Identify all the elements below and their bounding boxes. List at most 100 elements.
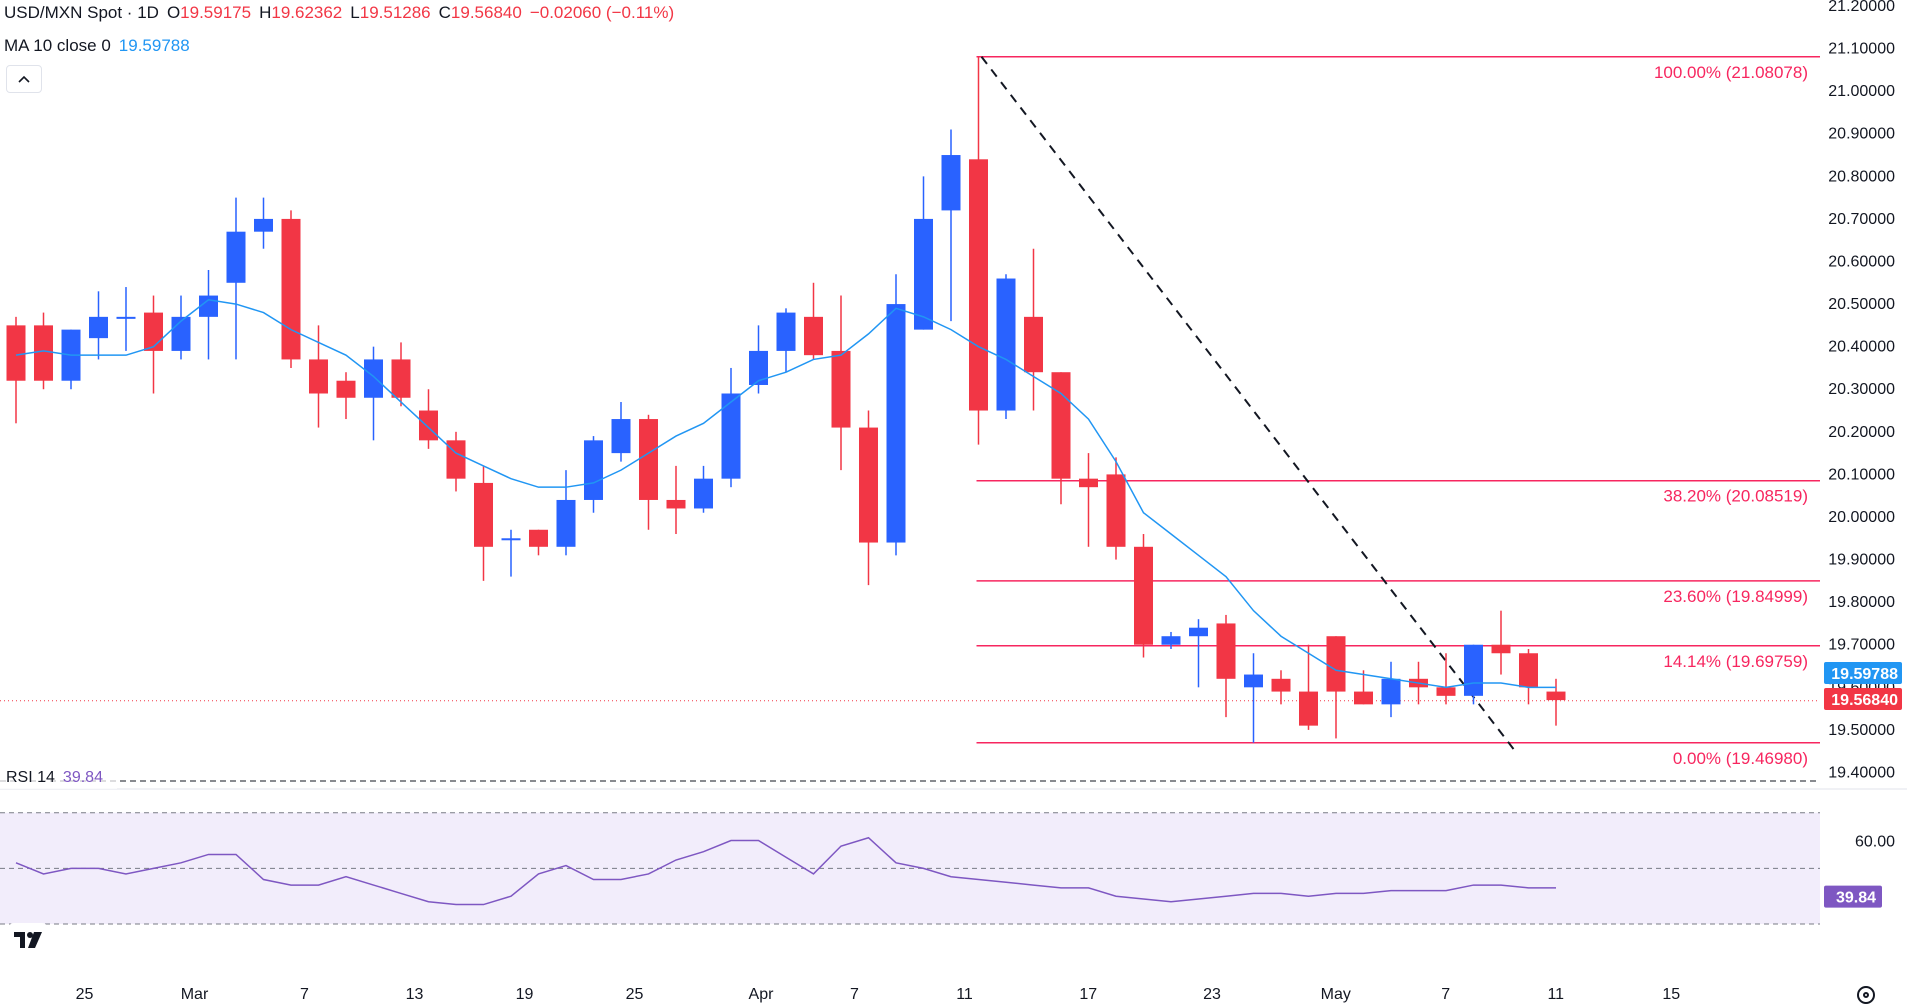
tradingview-logo-glyph xyxy=(14,932,42,948)
candle-body xyxy=(1051,372,1071,479)
candle-body xyxy=(1354,691,1373,705)
close-label: C xyxy=(438,3,451,22)
rsi-line xyxy=(15,836,1556,906)
ma-legend[interactable]: MA 10 close 0 19.59788 xyxy=(4,36,198,56)
candle-body xyxy=(89,316,108,339)
tradingview-logo-icon[interactable] xyxy=(8,923,48,957)
high-label: H xyxy=(259,3,272,22)
price-axis-tick-label: 20.40000 xyxy=(1828,339,1895,356)
price-axis-tick-label: 20.80000 xyxy=(1828,168,1895,185)
current-price-badge-label: 19.56840 xyxy=(1831,692,1898,709)
candle-body xyxy=(529,529,548,547)
candle-body xyxy=(639,419,658,500)
price-axis-tick-label: 21.10000 xyxy=(1828,41,1895,58)
price-axis-tick-label: 20.60000 xyxy=(1828,253,1895,270)
price-axis-tick-label: 19.90000 xyxy=(1828,552,1895,569)
candle-body xyxy=(1189,627,1208,637)
current-price-badge xyxy=(1824,688,1902,710)
time-axis-tick-label: 23 xyxy=(1203,986,1221,1003)
time-axis-tick-label: 19 xyxy=(516,986,534,1003)
time-axis-tick-label: 11 xyxy=(1547,986,1564,1003)
candle-body xyxy=(996,278,1016,411)
trend-line xyxy=(980,56,1516,752)
fib-level-label: 38.20% (20.08519) xyxy=(1663,487,1808,506)
ma-value: 19.59788 xyxy=(118,36,190,55)
candle-body xyxy=(1546,691,1566,701)
price-axis-tick-label: 20.90000 xyxy=(1828,126,1895,143)
price-axis-tick-label: 20.30000 xyxy=(1828,381,1895,398)
symbol-title[interactable]: USD/MXN Spot · 1D xyxy=(4,3,159,22)
candle-body xyxy=(309,359,328,394)
candle-body xyxy=(336,380,356,398)
candle-body xyxy=(584,440,603,500)
high-value: 19.62362 xyxy=(271,3,343,22)
price-axis-tick-label: 19.50000 xyxy=(1828,722,1895,739)
candle-body xyxy=(254,218,273,232)
candle-body xyxy=(474,482,493,547)
fib-level-label: 0.00% (19.46980) xyxy=(1673,749,1808,768)
ma-line xyxy=(15,299,1556,689)
price-axis-tick-label: 20.70000 xyxy=(1828,211,1895,228)
ma-price-badge xyxy=(1824,662,1902,684)
time-axis-tick-label: Mar xyxy=(181,986,209,1003)
candle-body xyxy=(1079,478,1098,488)
candle-body xyxy=(391,359,411,398)
price-axis-tick-label: 19.80000 xyxy=(1828,594,1895,611)
rsi-legend[interactable]: RSI 14 39.84 xyxy=(0,767,117,789)
time-axis-tick-label: 17 xyxy=(1079,986,1097,1003)
collapse-legend-button[interactable] xyxy=(6,65,42,93)
candle-body xyxy=(859,427,878,543)
time-axis-tick-label: 7 xyxy=(1441,986,1450,1003)
candle-body xyxy=(941,155,961,211)
candle-body xyxy=(1436,687,1456,696)
candle-body xyxy=(1244,674,1263,688)
candle-body xyxy=(1134,546,1153,645)
price-axis-tick-label: 20.50000 xyxy=(1828,296,1895,313)
price-pane: 100.00% (21.08078) 38.20% (20.08519) 23.60… xyxy=(0,56,1907,790)
candle-body xyxy=(1271,678,1291,692)
axes: 21.20000 21.10000 21.00000 20.90000 20.80000… xyxy=(76,0,1902,1003)
price-axis-tick-label: 20.20000 xyxy=(1828,424,1895,441)
candle-body xyxy=(1491,644,1511,654)
time-axis-tick-label: 7 xyxy=(850,986,859,1003)
candle-body xyxy=(611,419,631,454)
time-axis-tick-label: 25 xyxy=(626,986,644,1003)
candle-body xyxy=(1216,623,1236,679)
candle-body xyxy=(556,499,576,547)
candle-body xyxy=(666,499,686,509)
price-axis-tick-label: 19.70000 xyxy=(1828,637,1895,654)
rsi-value: 39.84 xyxy=(62,769,103,786)
rsi-axis-tick-label: 60.00 xyxy=(1855,834,1895,851)
open-value: 19.59175 xyxy=(180,3,252,22)
candle-body xyxy=(1161,636,1181,645)
candle-body xyxy=(1106,474,1126,547)
fib-level-label: 23.60% (19.84999) xyxy=(1663,587,1808,606)
candle-body xyxy=(199,295,218,317)
time-axis-tick-label: Apr xyxy=(749,986,775,1003)
time-axis-tick-label: 25 xyxy=(76,986,94,1003)
candle-body xyxy=(6,325,26,381)
candle-body xyxy=(914,218,933,330)
candle-body xyxy=(1299,691,1318,726)
change-value: −0.02060 (−0.11%) xyxy=(529,3,675,22)
candle-body xyxy=(721,393,741,479)
candle-body xyxy=(364,359,383,398)
rsi-value-badge-label: 39.84 xyxy=(1836,890,1876,907)
close-value: 19.56840 xyxy=(450,3,522,22)
time-axis-tick-label: 11 xyxy=(956,986,973,1003)
candle-body xyxy=(226,231,246,283)
fib-level-label: 14.14% (19.69759) xyxy=(1663,652,1808,671)
open-label: O xyxy=(166,3,181,22)
ma-price-badge-label: 19.59788 xyxy=(1831,666,1898,683)
time-axis-tick-label: 13 xyxy=(406,986,424,1003)
candle-body xyxy=(804,316,823,356)
candle-body xyxy=(831,350,851,428)
symbol-legend: USD/MXN Spot · 1D O19.59175 H19.62362 L19.5… xyxy=(4,3,682,23)
candle-body xyxy=(281,218,301,360)
chevron-up-icon xyxy=(18,75,30,83)
fib-level-label: 100.00% (21.08078) xyxy=(1654,63,1808,82)
candle-body xyxy=(1024,316,1043,373)
settings-icon[interactable] xyxy=(1857,986,1875,1004)
rsi-label: RSI 14 xyxy=(6,769,55,786)
